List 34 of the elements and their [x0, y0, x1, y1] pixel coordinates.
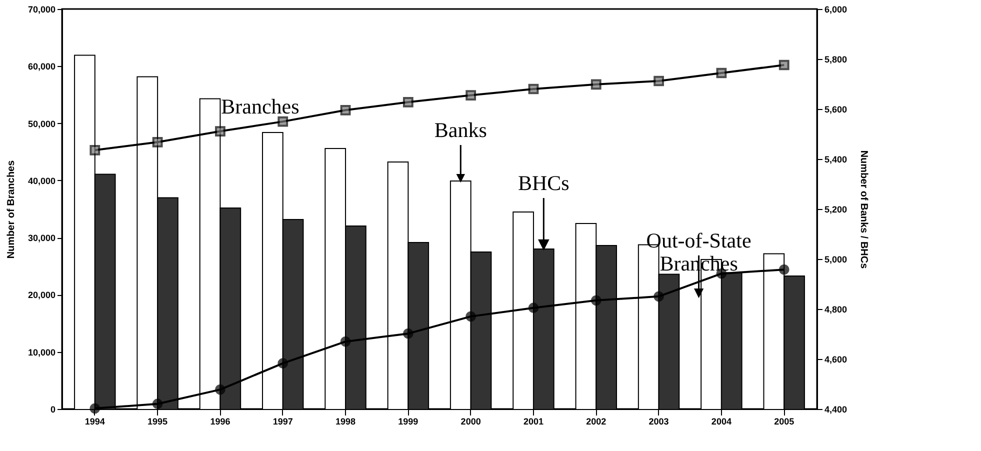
y2-tick-label: 5,400	[824, 154, 848, 164]
text: BHCs	[518, 171, 570, 195]
y-tick-label: 40,000	[28, 176, 56, 186]
x-tick-label: 2005	[774, 416, 794, 426]
y-tick-label: 0	[50, 404, 56, 414]
y2-tick-label: 5,200	[824, 204, 848, 214]
y-tick-label: 50,000	[28, 118, 56, 129]
x-tick-label: 1995	[148, 416, 168, 426]
x-tick-label: 1998	[336, 416, 356, 426]
x-tick-label: 2003	[648, 416, 669, 426]
x-tick-label: 1996	[210, 416, 230, 426]
y-tick-label: 20,000	[28, 290, 56, 300]
y-tick-label: 70,000	[28, 4, 56, 14]
series-label: Banks	[434, 118, 487, 142]
x-tick-label: 2001	[523, 416, 544, 426]
y-tick-label: 30,000	[28, 233, 56, 244]
y2-tick-label: 6,000	[824, 4, 848, 14]
y-axis-title: Number of Branches	[6, 160, 17, 259]
y2-tick-label: 5,600	[824, 104, 848, 114]
y2-tick-label: 4,800	[824, 304, 848, 314]
x-tick-label: 1997	[272, 416, 293, 426]
x-tick-label: 1999	[398, 416, 418, 426]
x-tick-label: 2000	[460, 416, 481, 426]
x-tick-label: 1994	[84, 416, 105, 426]
y2-tick-label: 4,600	[824, 354, 848, 364]
x-tick-label: 2004	[711, 416, 732, 426]
y2-tick-label: 4,400	[824, 404, 848, 414]
y2-tick-label: 5,000	[824, 254, 848, 264]
y2-tick-label: 5,800	[824, 54, 848, 64]
x-tick-label: 2002	[586, 416, 606, 426]
y2-axis-title: Number of Banks / BHCs	[858, 150, 870, 270]
y-tick-label: 60,000	[28, 62, 56, 72]
y-tick-label: 10,000	[28, 347, 56, 358]
series-label: Branches	[221, 94, 300, 118]
